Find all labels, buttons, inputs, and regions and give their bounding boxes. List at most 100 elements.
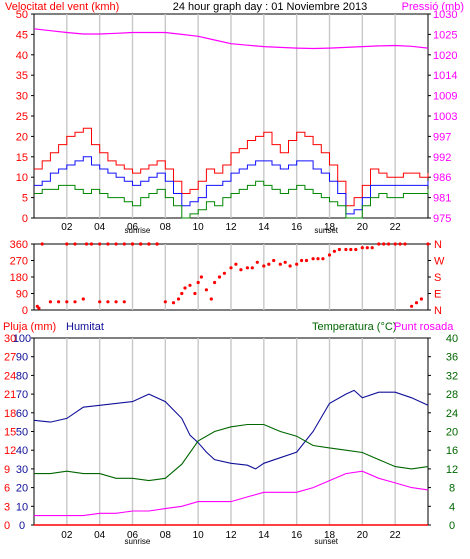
temperature-tick-label: 8 <box>449 483 455 495</box>
direction-point <box>370 246 374 250</box>
direction-point <box>300 258 304 263</box>
wind-axis-title: Velocitat del vent (kmh) <box>5 1 119 13</box>
direction-point <box>209 297 213 301</box>
temperature-tick-label: 32 <box>446 370 458 382</box>
direction-point <box>81 297 85 301</box>
rain-tick-label: 3 <box>4 501 10 513</box>
series-gust <box>34 127 429 207</box>
dewpoint-axis-title: Punt rosada <box>394 321 454 333</box>
direction-point <box>272 258 276 263</box>
direction-point <box>403 242 407 246</box>
wind-tick-label: 5 <box>22 193 28 205</box>
x-tick-label: 14 <box>258 530 270 541</box>
humidity-tick-label: 20 <box>16 483 28 495</box>
direction-point <box>393 242 397 246</box>
pressure-tick-label: 992 <box>433 152 451 164</box>
direction-point <box>106 242 110 246</box>
direction-point <box>414 301 419 305</box>
series-pressure <box>33 28 429 50</box>
wind-tick-label: 35 <box>16 70 28 82</box>
x-tick-label: 16 <box>291 222 303 233</box>
temperature-tick-label: 24 <box>446 408 458 420</box>
series-dewpoint <box>34 470 429 517</box>
direction-point <box>316 257 320 261</box>
x-tick-label: 08 <box>160 530 172 541</box>
direction-point <box>37 306 41 310</box>
direction-point <box>250 266 254 270</box>
temperature-axis-title: Temperatura (°C) <box>312 321 396 333</box>
wind-tick-label: 0 <box>22 213 28 225</box>
direction-point <box>222 271 226 275</box>
direction-point <box>327 253 332 257</box>
direction-point <box>188 283 192 287</box>
rain-tick-label: 0 <box>4 520 10 532</box>
pressure-tick-label: 986 <box>433 172 451 184</box>
direction-point <box>398 242 402 246</box>
direction-point <box>147 242 151 246</box>
humidity-tick-label: 60 <box>16 408 28 420</box>
direction-point <box>98 300 102 304</box>
x-tick-label: 12 <box>225 222 237 233</box>
direction-tick-label: 0 <box>22 305 28 317</box>
wind-pressure-panel: 5045403530252015105010301025102010141009… <box>16 9 458 235</box>
direction-point <box>204 288 208 292</box>
rain-tick-label: 27 <box>4 352 16 364</box>
humidity-axis-title: Humitat <box>66 321 104 333</box>
x-tick-label: 10 <box>193 222 205 233</box>
temperature-tick-label: 12 <box>446 464 458 476</box>
wind-tick-label: 15 <box>16 152 28 164</box>
direction-point <box>48 300 53 304</box>
pressure-tick-label: 1009 <box>433 91 457 103</box>
humidity-tick-label: 50 <box>16 427 28 439</box>
rain-tick-label: 12 <box>4 445 16 457</box>
rain-tick-label: 9 <box>4 464 10 476</box>
pressure-tick-label: 1030 <box>433 9 457 21</box>
direction-point <box>262 264 266 268</box>
pressure-tick-label: 981 <box>433 193 451 205</box>
rain-tick-label: 18 <box>4 408 16 420</box>
direction-tick-label: 270 <box>10 256 28 268</box>
direction-point <box>65 300 69 304</box>
rain-tick-label: 15 <box>4 427 16 439</box>
humidity-tick-label: 90 <box>16 352 28 364</box>
humidity-tick-label: 100 <box>13 333 31 345</box>
direction-point <box>304 258 309 263</box>
wind-tick-label: 25 <box>16 111 28 123</box>
temperature-tick-label: 4 <box>449 501 455 513</box>
temperature-tick-label: 0 <box>449 520 455 532</box>
sunset-marker: sunset <box>314 537 338 546</box>
direction-point <box>73 242 77 246</box>
direction-point <box>139 242 143 246</box>
direction-point <box>332 249 336 253</box>
wind-tick-label: 20 <box>16 131 28 143</box>
wind-tick-label: 40 <box>16 50 28 62</box>
chart-title: 24 hour graph day : 01 Noviembre 2013 <box>173 1 367 13</box>
compass-tick-label: S <box>434 272 441 284</box>
direction-tick-label: 180 <box>10 272 28 284</box>
temperature-tick-label: 16 <box>446 445 458 457</box>
direction-point <box>337 247 341 252</box>
temperature-tick-label: 40 <box>446 333 458 345</box>
direction-point <box>239 268 243 272</box>
direction-point <box>410 304 414 308</box>
direction-point <box>114 300 118 304</box>
direction-point <box>130 242 135 246</box>
pressure-tick-label: 997 <box>433 131 451 143</box>
humidity-tick-label: 10 <box>16 501 28 513</box>
direction-point <box>288 264 292 268</box>
direction-point <box>180 291 184 296</box>
direction-point <box>163 300 167 304</box>
temperature-tick-label: 36 <box>446 352 458 364</box>
rain-tick-label: 21 <box>4 389 16 401</box>
direction-point <box>65 242 69 246</box>
direction-tick-label: 360 <box>10 239 28 251</box>
direction-point <box>321 257 325 261</box>
x-tick-label: 16 <box>291 530 303 541</box>
rain-tick-label: 30 <box>4 333 16 345</box>
direction-point <box>73 300 77 304</box>
direction-point <box>217 275 222 279</box>
x-tick-label: 20 <box>357 222 369 233</box>
